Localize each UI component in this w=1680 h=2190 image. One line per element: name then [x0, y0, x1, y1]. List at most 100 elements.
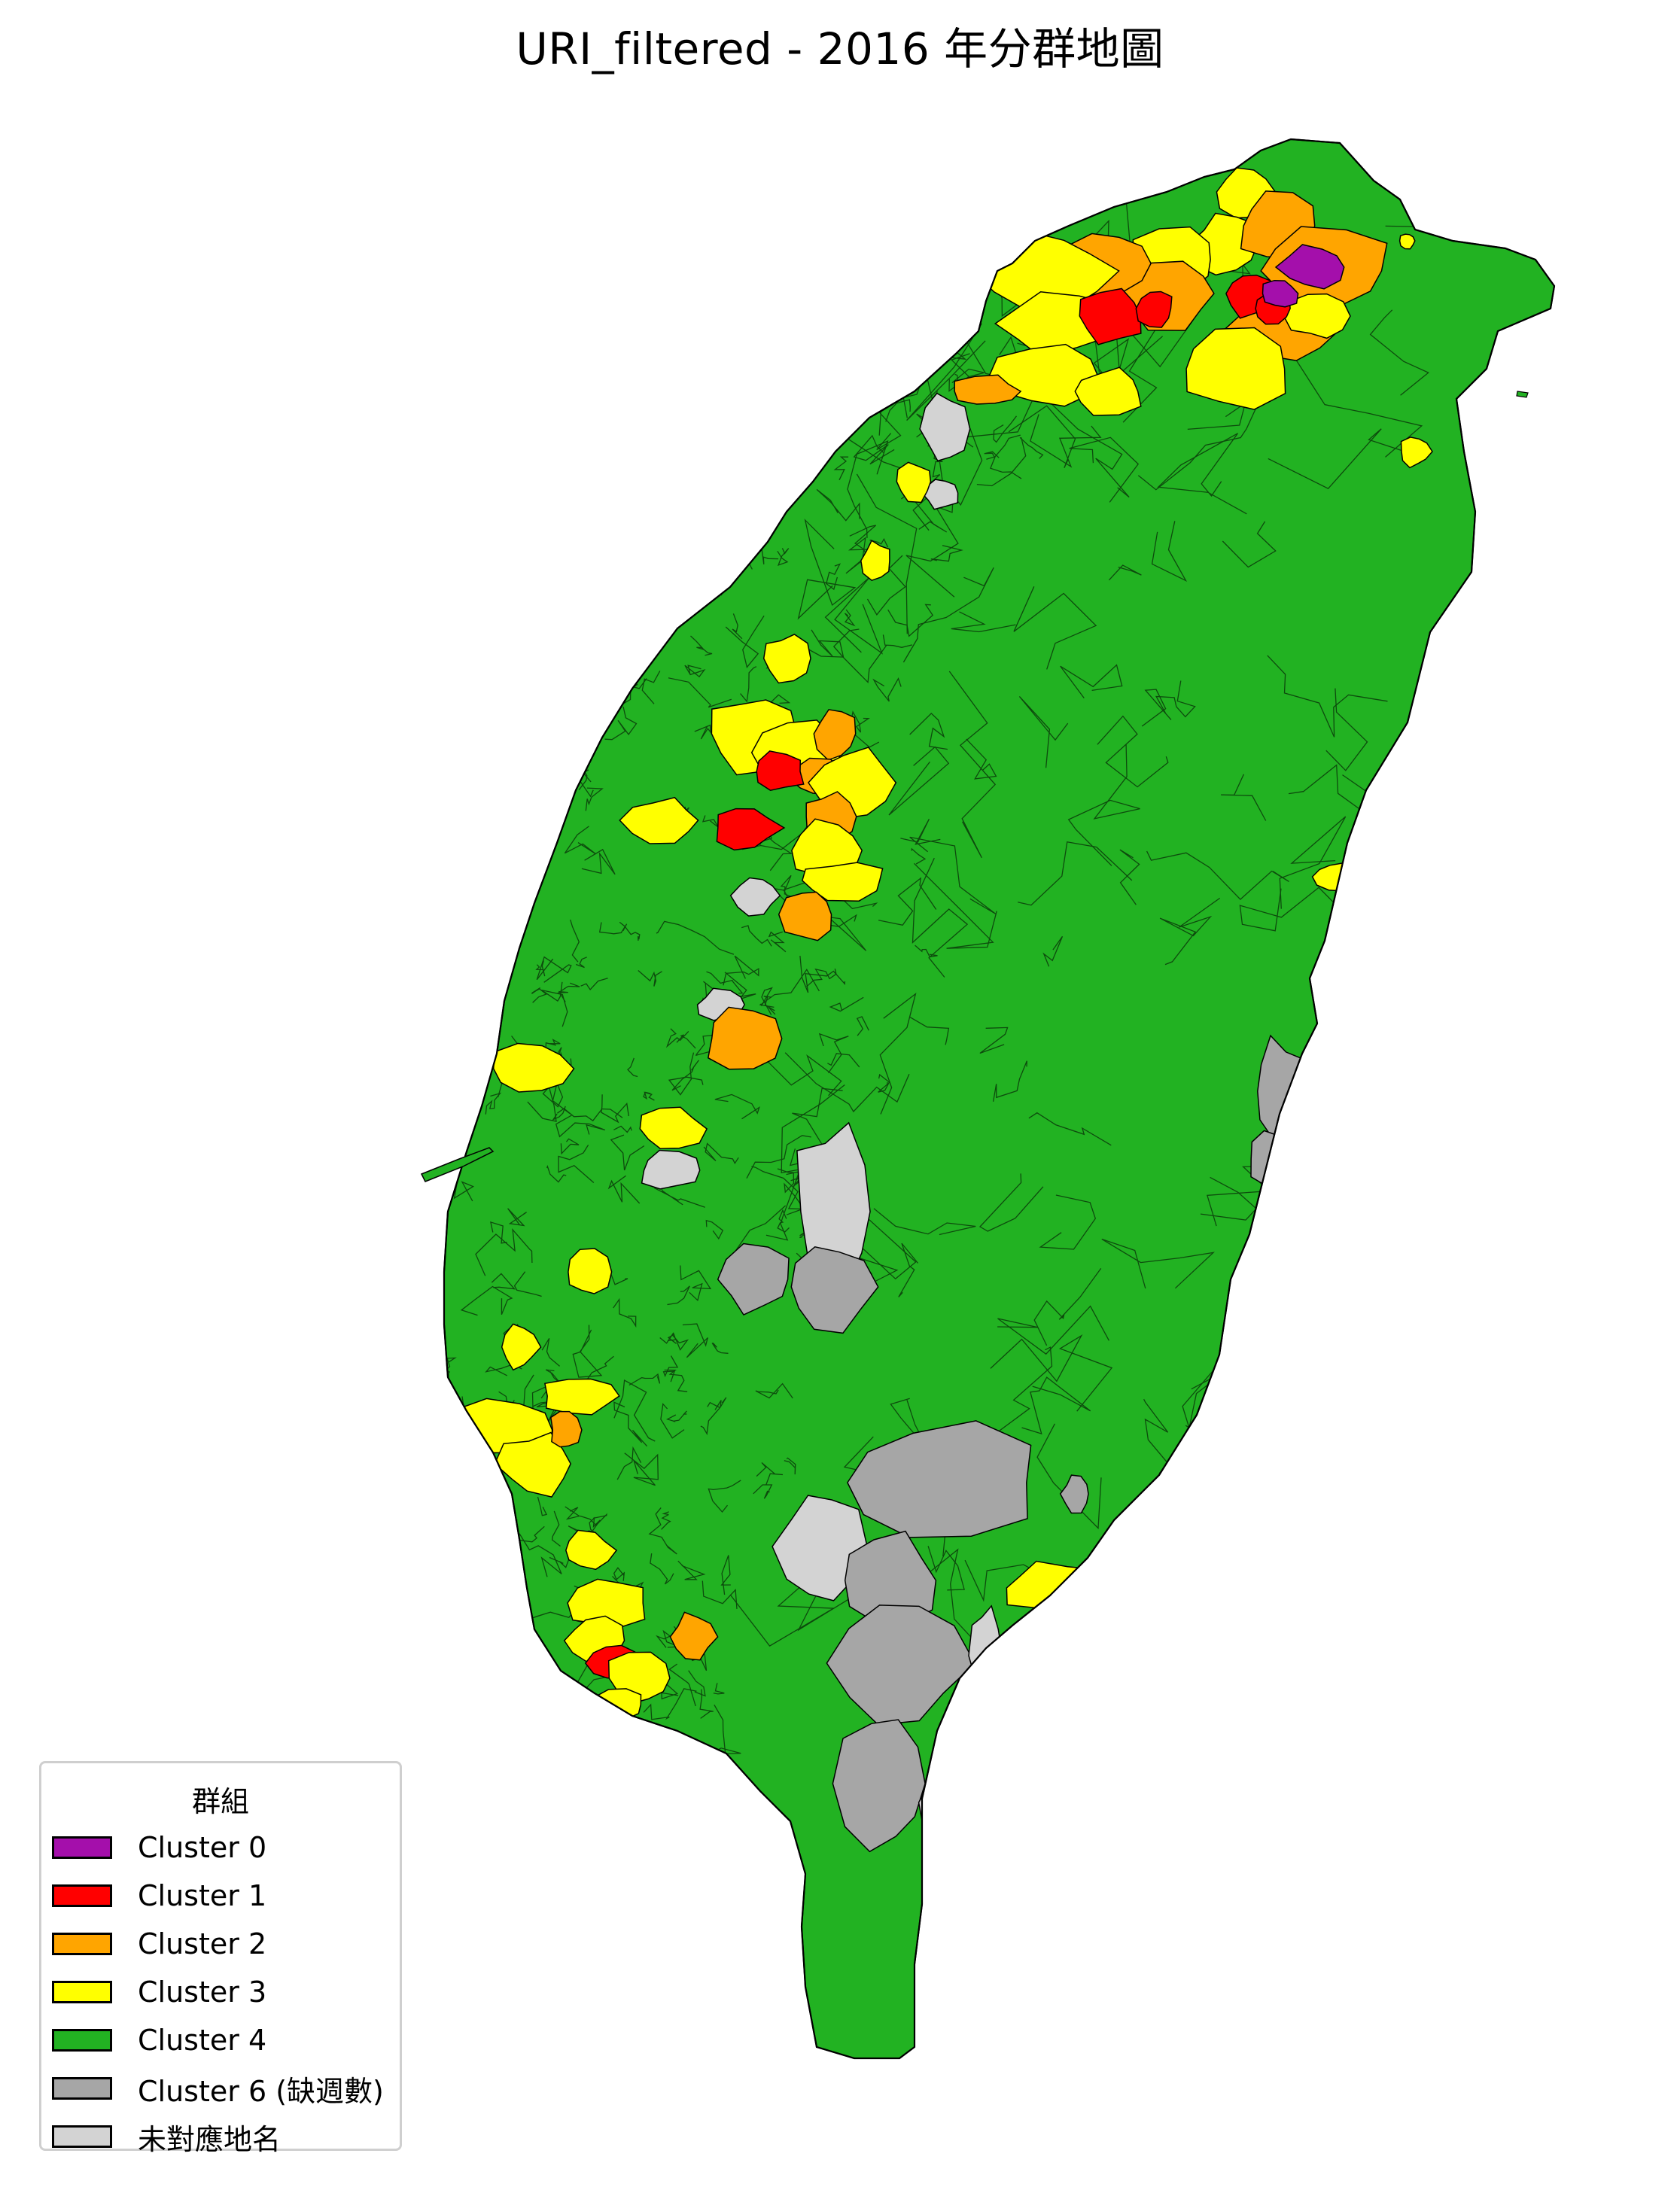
- district-boundary: [801, 315, 820, 329]
- district-boundary: [966, 738, 997, 780]
- district-boundary: [601, 1094, 629, 1124]
- region-yunlin-coast: [492, 1042, 575, 1093]
- district-boundary: [519, 1684, 542, 1730]
- district-boundary: [744, 471, 763, 486]
- district-boundary: [444, 1371, 447, 1386]
- district-boundary: [909, 1017, 950, 1045]
- region-chiayi-dot: [568, 1248, 613, 1294]
- region-daxi: [1074, 367, 1142, 416]
- district-boundary: [536, 956, 572, 983]
- district-boundary: [541, 1338, 561, 1367]
- legend-item-cluster-4: Cluster 4: [52, 2021, 266, 2060]
- region-hsinchu-coast: [896, 461, 932, 503]
- district-boundary: [541, 981, 568, 1027]
- page-title: URI_filtered - 2016 年分群地圖: [516, 23, 1164, 75]
- district-boundary: [490, 1221, 507, 1244]
- district-boundary: [740, 666, 757, 703]
- district-boundary: [816, 488, 860, 522]
- district-boundary: [676, 1034, 696, 1049]
- district-boundary: [564, 826, 596, 855]
- district-boundary: [726, 234, 759, 257]
- legend-label-cluster-3: Cluster 3: [138, 1976, 267, 2009]
- district-boundary: [575, 957, 587, 969]
- district-boundary: [1021, 1376, 1091, 1435]
- district-boundary: [700, 433, 715, 461]
- district-boundary: [914, 862, 997, 949]
- district-boundary: [1155, 680, 1196, 718]
- district-boundary: [624, 1452, 659, 1486]
- district-boundary: [668, 1663, 696, 1707]
- district-boundary: [641, 263, 717, 295]
- district-boundary: [671, 1060, 699, 1091]
- region-kaohsiung-mtn-gray: [847, 1420, 1032, 1538]
- district-boundary: [1108, 564, 1142, 581]
- district-boundary: [598, 922, 628, 935]
- district-boundary: [1157, 433, 1247, 515]
- district-boundary: [444, 1531, 454, 1569]
- district-boundary: [905, 484, 959, 598]
- district-boundary: [1369, 309, 1429, 396]
- district-boundary: [714, 1093, 760, 1120]
- district-boundary: [844, 609, 856, 627]
- district-boundary: [1036, 1423, 1102, 1530]
- legend-item-cluster-6: Cluster 6 (缺週數): [52, 2069, 384, 2108]
- legend-item-unmatched: 未對應地名: [52, 2117, 281, 2156]
- district-boundary: [418, 1712, 434, 1746]
- district-boundary: [763, 996, 776, 1015]
- district-boundary: [1361, 879, 1398, 908]
- region-pingtung-light: [918, 1775, 969, 1834]
- district-boundary: [777, 548, 790, 566]
- district-boundary: [1238, 1468, 1353, 1552]
- region-nantou-north: [802, 862, 884, 902]
- district-boundary: [638, 970, 662, 987]
- district-boundary: [624, 440, 668, 463]
- district-boundary: [1159, 897, 1221, 966]
- region-tainan-north: [544, 1378, 620, 1416]
- legend-label-unmatched: 未對應地名: [138, 2122, 282, 2156]
- district-boundary: [1028, 1112, 1112, 1146]
- district-boundary: [714, 488, 747, 513]
- district-boundary: [560, 1138, 580, 1155]
- district-boundary: [584, 1516, 602, 1539]
- district-boundary: [359, 1655, 409, 1699]
- district-boundary: [489, 1708, 507, 1752]
- district-boundary: [613, 1379, 656, 1442]
- district-boundary: [1105, 1524, 1164, 1684]
- district-boundary: [949, 229, 987, 263]
- district-boundary: [827, 1053, 860, 1068]
- district-boundary: [878, 1073, 890, 1093]
- district-boundary: [1143, 1398, 1173, 1469]
- district-boundary: [845, 242, 861, 257]
- district-boundary: [1201, 1423, 1251, 1466]
- legend-swatch-cluster-4: [52, 2029, 112, 2052]
- district-boundary: [979, 1027, 1009, 1054]
- district-boundary: [887, 604, 934, 637]
- district-boundary: [1141, 689, 1172, 727]
- district-boundary: [706, 971, 744, 994]
- district-boundary: [382, 1447, 432, 1476]
- district-boundary: [1013, 586, 1097, 670]
- district-boundary: [664, 1369, 688, 1392]
- district-boundary: [613, 1125, 632, 1133]
- district-boundary: [1347, 917, 1423, 1013]
- district-boundary: [1108, 1548, 1205, 1615]
- district-boundary: [444, 1568, 454, 1618]
- district-boundary: [948, 671, 997, 859]
- district-boundary: [806, 629, 845, 658]
- district-boundary: [661, 1511, 671, 1530]
- district-boundary: [545, 1039, 561, 1054]
- region-caotun: [778, 891, 832, 941]
- district-boundary: [422, 1395, 439, 1404]
- district-boundary: [735, 428, 776, 474]
- district-boundary: [744, 499, 773, 512]
- district-boundary: [700, 1401, 721, 1436]
- district-boundary: [938, 323, 956, 358]
- district-boundary: [805, 968, 837, 987]
- district-boundary: [978, 1173, 1044, 1232]
- district-boundary: [677, 1560, 706, 1580]
- district-boundary: [565, 1506, 581, 1520]
- district-boundary: [656, 920, 735, 955]
- region-taichung-north: [762, 634, 811, 684]
- district-boundary: [703, 1142, 739, 1165]
